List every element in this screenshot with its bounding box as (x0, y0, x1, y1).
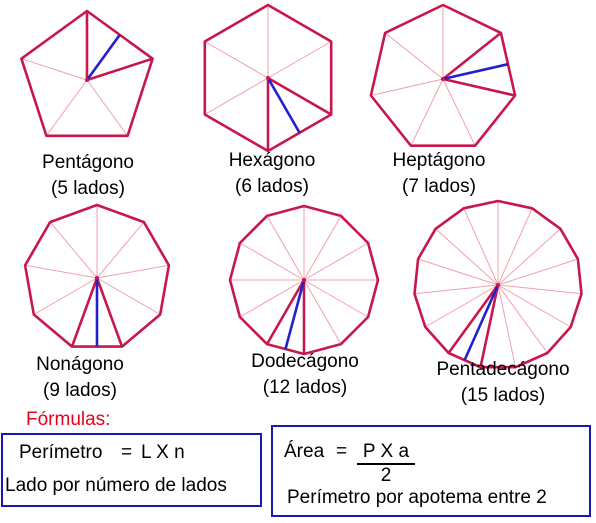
pentadecagon-spoke (497, 228, 561, 286)
heptagon-radius (442, 31, 502, 81)
nonagon-radius (70, 277, 99, 348)
hexagon-spoke (204, 77, 269, 115)
pentadecagon-spoke (497, 208, 533, 286)
pentagon-center (85, 78, 89, 82)
heptagon-radius (442, 77, 516, 97)
nonagon-spoke (49, 221, 98, 279)
pentadecagon-spoke (463, 208, 499, 286)
pentadecagon-apothem (463, 284, 500, 361)
area-equals: = (336, 441, 348, 462)
pentadecagon-radius (447, 284, 500, 354)
dodecagon-spoke (303, 279, 342, 345)
pentagon-spoke (45, 79, 88, 137)
pentagon-sides: (5 lados) (51, 178, 125, 199)
hexagon-center (266, 76, 270, 80)
hexagon-name: Hexágono (228, 150, 316, 171)
area-fraction: P X a 2 (357, 441, 415, 487)
nonagon-spoke (96, 277, 161, 315)
pentagon-outline (20, 9, 154, 138)
pentagon-name: Pentágono (42, 152, 134, 173)
dodecagon-spoke (239, 279, 305, 318)
dodecagon-spoke (303, 242, 369, 281)
dodecagon-spoke (303, 279, 369, 318)
pentadecagon-center (496, 283, 500, 287)
nonagon-spoke (96, 264, 169, 279)
label-dodecagon: Dodecágono (12 lados) (205, 349, 405, 401)
hexagon-spoke (204, 41, 269, 79)
label-heptagon: Heptágono (7 lados) (339, 148, 539, 200)
pentadecagon-spoke (425, 284, 499, 328)
heptagon-spoke (384, 32, 444, 80)
pentadecagon-spoke (497, 258, 579, 286)
dodecagon-spoke (303, 215, 342, 281)
heptagon-apothem (442, 62, 509, 81)
pentadecagon-radius (479, 284, 500, 368)
pentagon-spoke (86, 79, 129, 137)
label-pentadecagon: Pentadecágono (15 lados) (403, 357, 596, 409)
area-description: Perímetro por apotema entre 2 (287, 487, 547, 508)
pentadecagon-name: Pentadecágono (436, 359, 570, 380)
perimeter-formula-box: Perímetro = L X n Lado por número de lad… (1, 433, 262, 507)
pentadecagon-spoke (497, 284, 548, 354)
nonagon-sides: (9 lados) (43, 380, 117, 401)
perimeter-description: Lado por número de lados (5, 475, 227, 496)
dodecagon-apothem (284, 279, 306, 350)
dodecagon-name: Dodecágono (251, 351, 359, 372)
area-formula-box: Área = P X a 2 Perímetro por apotema ent… (271, 425, 591, 517)
pentadecagon-spoke (414, 284, 499, 295)
nonagon-name: Nonágono (36, 354, 124, 375)
nonagon-center (95, 276, 99, 280)
nonagon-radius (95, 277, 124, 348)
pentagon-spoke (21, 58, 88, 81)
formulas-title: Fórmulas: (26, 409, 111, 430)
dodecagon-spoke (239, 242, 305, 281)
pentadecagon-outline (413, 199, 583, 369)
pentagon-apothem (85, 34, 121, 81)
dodecagon-radius (265, 279, 306, 345)
area-denominator: 2 (380, 465, 392, 486)
nonagon-spoke (96, 221, 145, 279)
area-numerator: P X a (357, 441, 415, 465)
hexagon-radius (267, 76, 332, 116)
heptagon-spoke (410, 78, 444, 146)
pentadecagon-spoke (497, 284, 516, 368)
dodecagon-center (302, 278, 306, 282)
label-nonagon: Nonágono (9 lados) (0, 352, 180, 404)
heptagon-center (441, 77, 445, 81)
pentadecagon-spoke (435, 228, 499, 286)
hexagon-apothem (266, 77, 301, 134)
pentadecagon-spoke (497, 284, 571, 328)
heptagon-spoke (442, 78, 476, 146)
perimeter-equals: = (121, 442, 133, 463)
area-label: Área (284, 441, 325, 462)
pentadecagon-sides: (15 lados) (460, 385, 546, 406)
dodecagon-spoke (266, 215, 305, 281)
label-hexagon: Hexágono (6 lados) (172, 148, 372, 200)
dodecagon-sides: (12 lados) (262, 377, 348, 398)
perimeter-formula-right: L X n (141, 442, 185, 463)
heptagon-sides: (7 lados) (402, 176, 476, 197)
nonagon-spoke (33, 277, 98, 315)
heptagon-outline (369, 3, 517, 147)
pentadecagon-spoke (417, 258, 499, 286)
pentadecagon-spoke (497, 284, 582, 295)
pentagon-radius (86, 57, 154, 82)
hexagon-spoke (267, 41, 332, 79)
label-pentagon: Pentágono (5 lados) (0, 150, 188, 202)
hexagon-sides: (6 lados) (235, 176, 309, 197)
heptagon-name: Heptágono (392, 150, 486, 171)
heptagon-spoke (370, 78, 444, 96)
nonagon-spoke (25, 264, 98, 279)
perimeter-formula-left: Perímetro (19, 442, 103, 463)
